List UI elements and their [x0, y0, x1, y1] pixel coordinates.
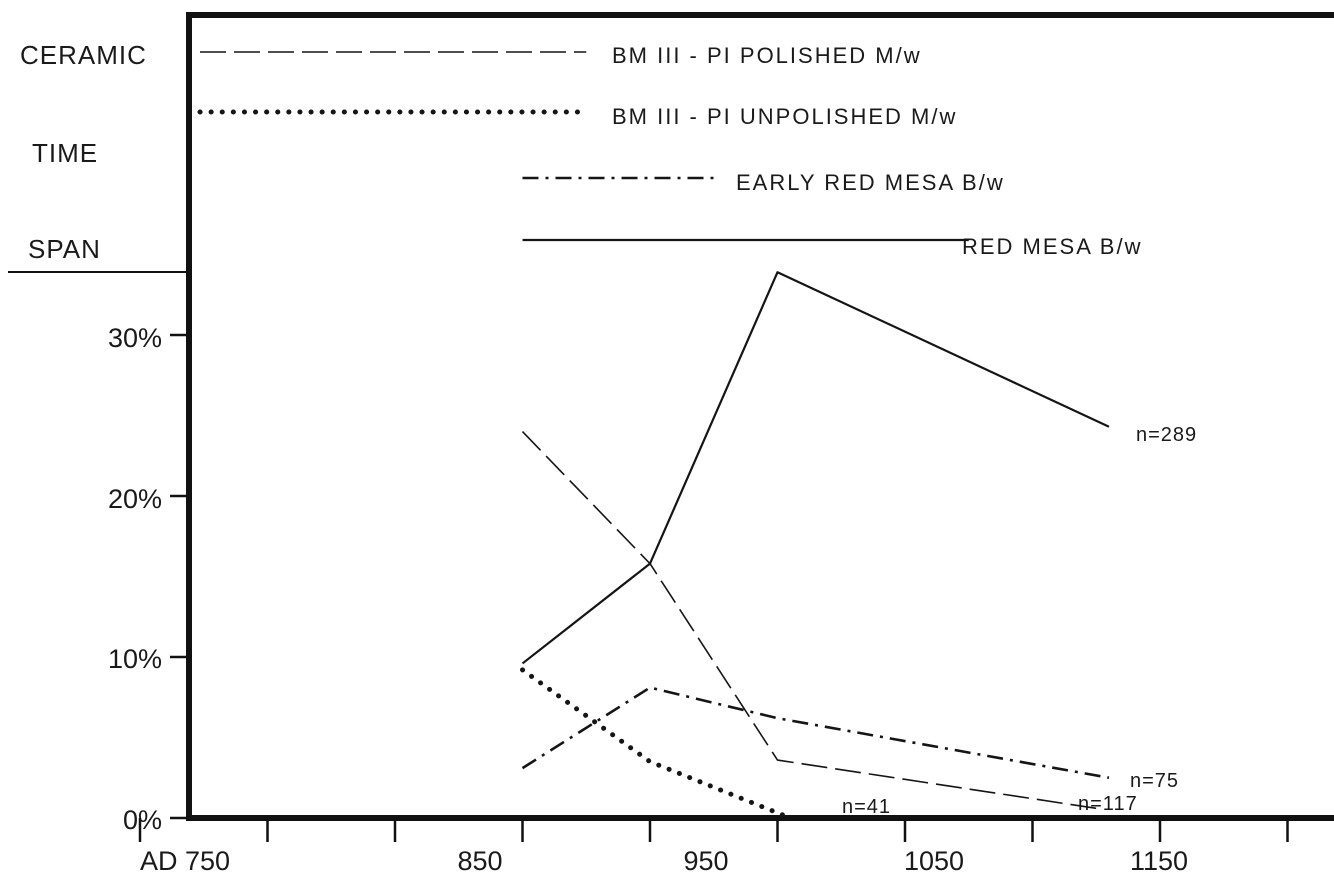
annotation-n-117: n=117 — [1078, 793, 1138, 815]
span-label-polished: BM III - PI POLISHED M/w — [612, 43, 922, 68]
series-line-dashdot — [521, 686, 1110, 780]
chart-marks — [138, 51, 1289, 842]
plot-frame — [186, 12, 1334, 821]
y-tick-label-20: 20% — [108, 484, 162, 514]
y-tick-label-30: 30% — [108, 323, 162, 353]
side-label-time: TIME — [32, 138, 98, 168]
series-line-dash — [521, 431, 1097, 810]
x-tick-label-950: 950 — [683, 846, 728, 876]
series-line-dot — [520, 667, 793, 821]
span-label-early-red-mesa: EARLY RED MESA B/w — [736, 170, 1005, 195]
x-tick-label-1050: 1050 — [904, 846, 964, 876]
annotation-n-289: n=289 — [1136, 424, 1197, 446]
side-label-span: SPAN — [28, 234, 101, 264]
annotation-n-75: n=75 — [1130, 770, 1179, 792]
x-tick-label-1150: 1150 — [1130, 846, 1188, 876]
y-tick-label-0: 0% — [123, 805, 162, 835]
span-label-red-mesa: RED MESA B/w — [962, 234, 1142, 259]
side-label-ceramic: CERAMIC — [20, 40, 147, 70]
x-tick-label-850: 850 — [457, 846, 502, 876]
annotation-n-41: n=41 — [842, 796, 891, 818]
series-line-solid — [521, 271, 1110, 665]
span-label-unpolished: BM III - PI UNPOLISHED M/w — [612, 104, 957, 129]
x-tick-label-750: AD 750 — [140, 846, 230, 876]
y-tick-label-10: 10% — [108, 644, 162, 674]
